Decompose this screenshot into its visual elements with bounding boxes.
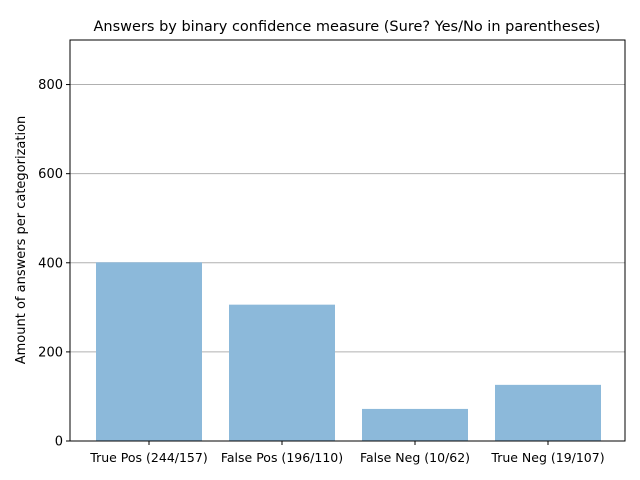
plot-frame	[69, 39, 626, 442]
y-tick-label: 200	[38, 345, 63, 360]
bar	[229, 304, 335, 441]
y-tick-label: 800	[38, 78, 63, 93]
y-axis-label: Amount of answers per categorization	[14, 116, 29, 365]
y-tick-label: 600	[38, 167, 63, 182]
bars	[96, 262, 601, 441]
x-tick-label: False Neg (10/62)	[360, 450, 470, 465]
x-tick-label: True Neg (19/107)	[490, 450, 604, 465]
chart-title: Answers by binary confidence measure (Su…	[94, 19, 601, 35]
bar	[495, 384, 601, 441]
bar	[362, 408, 468, 441]
axes: 0 200 400 600 800 True Pos (244/157) False Pos…	[38, 39, 626, 465]
x-tick-label: False Pos (196/110)	[221, 450, 343, 465]
y-tick-label: 400	[38, 256, 63, 271]
x-tick-label: True Pos (244/157)	[89, 450, 207, 465]
bar	[96, 262, 202, 441]
y-tick-label: 0	[55, 435, 63, 450]
